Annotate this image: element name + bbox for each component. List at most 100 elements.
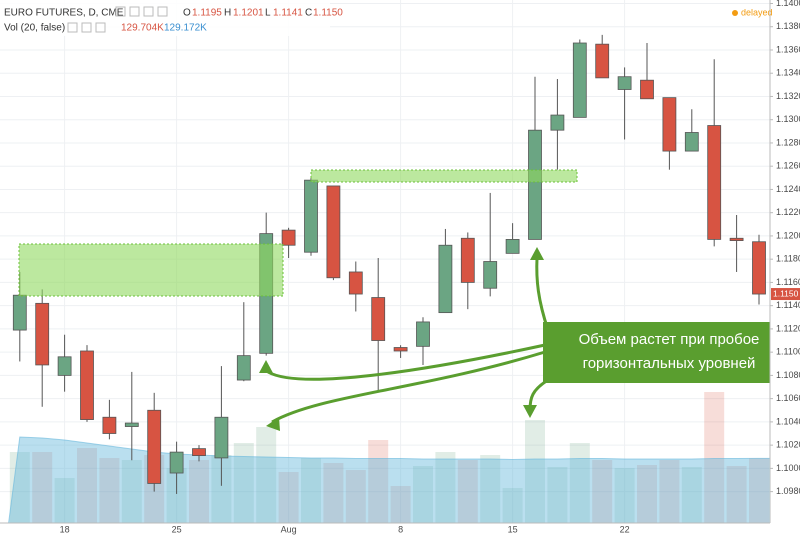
candle-body — [371, 297, 386, 341]
candle-body — [572, 42, 587, 118]
arrow-head — [266, 417, 280, 431]
volume-value: 129.704K — [121, 23, 164, 34]
arrow-head — [259, 360, 273, 373]
arrow — [271, 350, 546, 424]
volume-bar — [211, 455, 232, 523]
icon[interactable] — [115, 6, 126, 17]
icon[interactable] — [81, 22, 92, 33]
candle-body — [752, 241, 766, 295]
volume-bar — [413, 466, 433, 523]
ohlc-value: 1.1141 — [273, 8, 303, 19]
volume-bar — [390, 486, 411, 523]
status-dot — [732, 10, 738, 16]
volume-bar — [323, 463, 344, 523]
y-tick-label: 1.1080 — [776, 370, 800, 380]
ohlc-letter: C — [305, 8, 312, 19]
volume-bar — [480, 455, 501, 523]
x-tick-label: 22 — [620, 524, 630, 534]
icon[interactable] — [143, 6, 154, 17]
candle-body — [684, 132, 699, 152]
header: EURO FUTURES, D, CME O 1.1195 H 1.1201 L… — [0, 0, 773, 36]
ohlc-letter: O — [183, 8, 191, 19]
ohlc-letter: L — [265, 8, 271, 19]
x-tick-label: 18 — [60, 524, 70, 534]
candle-body — [80, 350, 94, 420]
y-tick-label: 1.1240 — [776, 184, 800, 194]
candle-body — [595, 43, 610, 79]
candle-body — [505, 239, 520, 254]
annotation-line: горизонтальных уровней — [583, 355, 756, 372]
x-tick-label: 25 — [172, 524, 182, 534]
volume-bar — [502, 488, 523, 523]
arrow-head — [530, 247, 544, 260]
candle-body — [147, 409, 162, 484]
y-tick-label: 1.1140 — [776, 300, 800, 310]
volume-bar — [301, 458, 321, 523]
candle-body — [102, 416, 117, 434]
candle-body — [617, 76, 632, 90]
icon[interactable] — [129, 6, 140, 17]
y-tick-label: 1.1180 — [776, 254, 800, 264]
candle-body — [348, 271, 363, 295]
icon[interactable] — [157, 6, 168, 17]
y-tick-label: 1.1220 — [776, 207, 800, 217]
y-tick-label: 1.0980 — [776, 486, 800, 496]
candle-body — [124, 422, 139, 427]
volume-bar — [278, 472, 299, 523]
y-tick-label: 1.1200 — [776, 230, 800, 240]
candle-body — [662, 97, 677, 152]
volume-bar — [547, 467, 568, 523]
volume-bar — [569, 443, 590, 523]
volume-bar — [54, 478, 75, 523]
volume-name: Vol (20, false) — [4, 23, 65, 34]
symbol-title: EURO FUTURES, D, CME — [4, 8, 124, 19]
last-price-marker — [771, 288, 800, 301]
level-zone — [310, 169, 578, 183]
candle-body — [236, 355, 251, 381]
candle-body — [483, 261, 498, 289]
arrow-head — [523, 405, 537, 418]
candle-layer — [12, 34, 766, 494]
ohlc-value: 1.1195 — [192, 8, 222, 19]
arrow-heads — [259, 247, 544, 431]
volume-bar — [681, 467, 702, 523]
y-tick-label: 1.1100 — [776, 347, 800, 357]
annotation-line: Объем растет при пробое — [579, 331, 760, 348]
volume-bar — [99, 458, 120, 523]
y-tick-label: 1.1320 — [776, 91, 800, 101]
header-background — [0, 0, 330, 36]
volume-bar — [525, 420, 545, 523]
candle-body — [550, 114, 565, 131]
volume-bar — [614, 468, 635, 523]
y-tick-label: 1.1400 — [776, 0, 800, 8]
volume-bar — [726, 466, 747, 523]
icon[interactable] — [95, 22, 106, 33]
x-tick-label: Aug — [281, 524, 297, 534]
candle-body — [438, 244, 453, 314]
zones — [18, 169, 578, 297]
icon[interactable] — [67, 22, 78, 33]
x-tick-label: 8 — [398, 524, 403, 534]
y-tick-label: 1.1000 — [776, 463, 800, 473]
y-tick-label: 1.1300 — [776, 114, 800, 124]
candle-body — [707, 125, 722, 240]
volume-bar — [345, 470, 366, 523]
candle-body — [393, 347, 408, 352]
y-tick-label: 1.1120 — [776, 323, 800, 333]
candle-body — [326, 185, 341, 279]
candle-body — [729, 237, 744, 241]
volume-bar — [233, 443, 254, 523]
candle-body — [460, 237, 475, 283]
candle-body — [214, 416, 229, 459]
volume-bar — [368, 440, 389, 523]
volume-bar — [189, 460, 209, 523]
y-tick-label: 1.1040 — [776, 416, 800, 426]
candle-body — [640, 79, 654, 100]
volume-ma-area — [8, 436, 771, 524]
status: delayed — [741, 7, 773, 17]
last-price-label: 1.1150 — [773, 288, 799, 298]
volume-bar — [9, 452, 30, 523]
y-tick-label: 1.1160 — [776, 277, 800, 287]
